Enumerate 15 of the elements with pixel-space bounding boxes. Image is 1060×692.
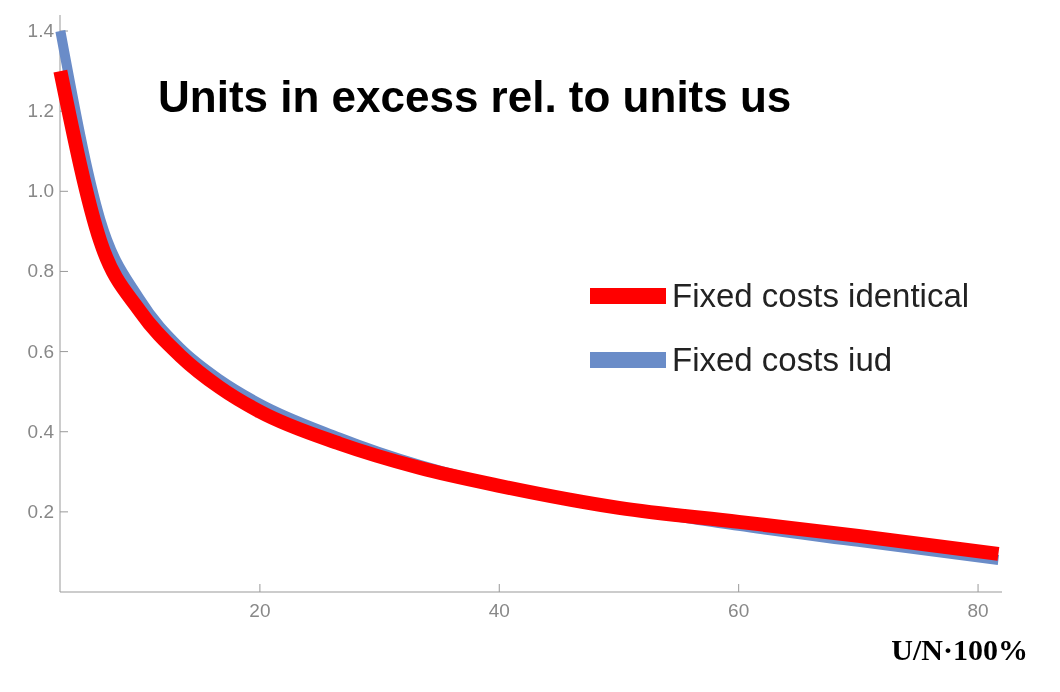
y-tick-label: 0.2 — [27, 500, 54, 522]
y-tick-label: 0.4 — [27, 420, 55, 442]
x-tick-label: 80 — [967, 600, 989, 621]
y-tick-label: 0.8 — [27, 260, 54, 282]
x-axis-title: U/N·100% — [891, 633, 1028, 666]
x-tick-label: 20 — [249, 600, 271, 621]
legend-label: Fixed costs identical — [672, 277, 970, 314]
legend-label: Fixed costs iud — [672, 341, 893, 378]
y-tick-label: 1.2 — [27, 100, 54, 122]
text: Units in excess rel. to units us — [158, 72, 792, 121]
y-tick-label: 0.6 — [27, 340, 54, 362]
y-tick-label: 1.4 — [27, 20, 55, 42]
y-tick-label: 1.0 — [27, 180, 54, 202]
x-tick-label: 40 — [488, 600, 510, 621]
x-tick-label: 60 — [728, 600, 750, 621]
